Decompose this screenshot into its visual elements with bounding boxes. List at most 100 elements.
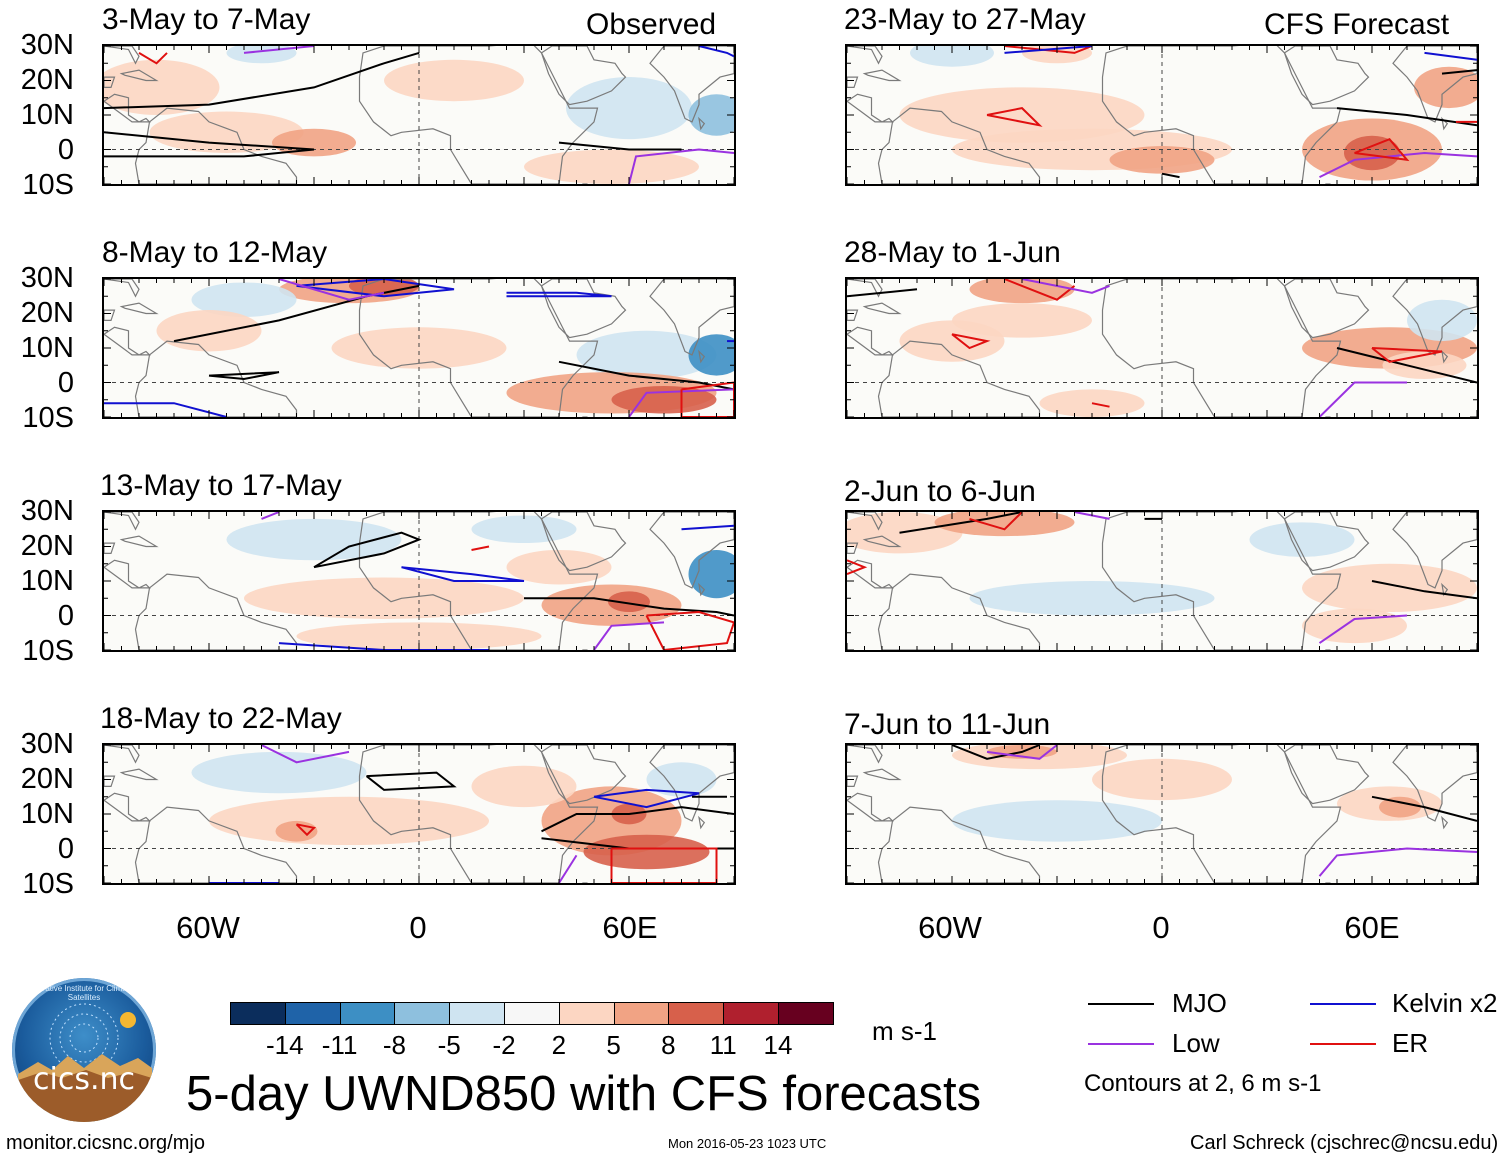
contour-line (1441, 69, 1477, 75)
panel-title: 8-May to 12-May (102, 236, 328, 269)
contour-line (401, 566, 525, 582)
contour-line (138, 52, 168, 65)
colorbar-label: -2 (492, 1030, 516, 1060)
footer-url[interactable]: monitor.cicsnc.org/mjo (6, 1132, 205, 1154)
panel-title: 18-May to 22-May (100, 702, 342, 735)
contour-line (847, 559, 868, 576)
coastline (104, 93, 151, 123)
contour-line (899, 512, 1023, 534)
contour-line (104, 131, 315, 158)
colorbar-swatch (558, 1002, 615, 1025)
coastline (104, 775, 116, 788)
anomaly-shading (1344, 135, 1400, 171)
legend-line-kelvin (1310, 1003, 1376, 1005)
contour-line (1354, 138, 1410, 162)
anomaly-shading (156, 310, 262, 352)
contour-line (104, 402, 227, 417)
contour-line (680, 381, 734, 417)
coastline (1101, 46, 1342, 184)
colorbar-units: m s-1 (872, 1016, 937, 1046)
coastline (104, 46, 140, 65)
lat-label: 30N (20, 262, 74, 294)
anomaly-shading (191, 282, 297, 317)
panel-title: 13-May to 17-May (100, 469, 342, 502)
lat-label: 0 (57, 134, 74, 166)
lat-label: 10N (20, 332, 74, 364)
anomaly-shading (349, 279, 419, 297)
coastline (1101, 279, 1342, 417)
coastline (847, 512, 883, 531)
contour-line (1318, 847, 1477, 877)
coastline (104, 542, 116, 555)
coastline (540, 279, 627, 339)
coastline (104, 745, 140, 764)
coastline (877, 573, 1041, 650)
colorbar-label: -14 (266, 1030, 304, 1060)
contour-line (1004, 279, 1076, 301)
map-panel-observed-2 (102, 277, 736, 419)
coastline (1283, 512, 1370, 572)
colorbar-label: 8 (661, 1030, 676, 1060)
colorbar-swatch (449, 1002, 505, 1025)
map-graphic (847, 512, 1477, 650)
legend-label: MJO (1172, 988, 1227, 1018)
coastline (847, 792, 894, 822)
coastline (1441, 349, 1449, 364)
anomaly-shading (149, 111, 304, 153)
coastline (1101, 745, 1342, 883)
legend-label: Low (1172, 1028, 1220, 1058)
colorbar-label: -11 (321, 1030, 358, 1060)
panel-title: 3-May to 7-May (102, 3, 311, 36)
coastline (134, 340, 298, 417)
coastline (1441, 815, 1449, 830)
contour-line (698, 46, 734, 58)
contour-line (1318, 614, 1408, 644)
contour-line (261, 745, 350, 764)
map-panel-forecast-3 (845, 510, 1479, 652)
coastline (104, 559, 151, 589)
coastline (104, 76, 116, 89)
contour-line (506, 291, 612, 298)
lon-label: 0 (1152, 910, 1170, 945)
anomaly-shading (899, 320, 1005, 362)
lat-label: 20N (20, 64, 74, 96)
lon-label: 60E (1344, 910, 1400, 945)
contour-line (1161, 172, 1180, 179)
colorbar-swatch (723, 1002, 779, 1025)
legend-line-mjo (1088, 1003, 1154, 1005)
coastline (540, 46, 627, 106)
contour-line (628, 388, 734, 417)
anomaly-shading (272, 128, 356, 157)
lat-label: 10N (20, 798, 74, 830)
anomaly-shading (566, 77, 692, 140)
coastline (877, 340, 1041, 417)
contour-line (173, 284, 420, 343)
anomaly-shading (331, 327, 507, 369)
coastline (358, 279, 599, 417)
coastline (698, 349, 706, 364)
main-title: 5-day UWND850 with CFS forecasts (186, 1067, 982, 1121)
contour-line (541, 806, 734, 833)
coastline (1101, 512, 1342, 650)
lat-label: 10S (22, 169, 74, 201)
coastline (847, 775, 859, 788)
lat-label: 10N (20, 99, 74, 131)
contour-line (628, 148, 734, 184)
coastline (862, 69, 902, 82)
contour-line (295, 823, 317, 837)
coastline (134, 573, 298, 650)
contour-line (558, 141, 682, 151)
coastline (649, 745, 734, 822)
coastline (1392, 745, 1477, 822)
lat-label: 0 (57, 367, 74, 399)
anomaly-shading (952, 800, 1162, 842)
colorbar-label: 11 (709, 1030, 737, 1060)
lat-label: 30N (20, 495, 74, 527)
cfs-forecast-header: CFS Forecast (1264, 8, 1450, 41)
contour-line (951, 745, 1040, 760)
contour-line (104, 51, 420, 110)
colorbar-label: 14 (763, 1030, 793, 1060)
anomaly-shading (611, 385, 717, 414)
contour-line (278, 279, 385, 301)
contour-line (847, 288, 918, 298)
